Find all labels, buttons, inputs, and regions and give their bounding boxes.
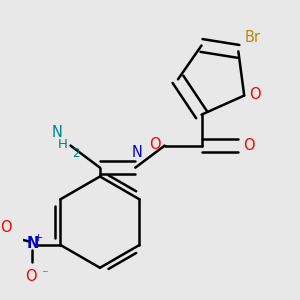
Text: ⁻: ⁻ xyxy=(41,268,47,281)
Text: O: O xyxy=(249,87,260,102)
Text: N: N xyxy=(52,125,63,140)
Text: O: O xyxy=(0,220,12,235)
Text: O: O xyxy=(243,138,254,153)
Text: 2: 2 xyxy=(72,147,80,160)
Text: N: N xyxy=(131,145,142,160)
Text: N: N xyxy=(26,236,39,251)
Text: O: O xyxy=(25,268,37,284)
Text: H: H xyxy=(58,138,68,151)
Text: +: + xyxy=(34,233,44,244)
Text: Br: Br xyxy=(244,31,260,46)
Text: O: O xyxy=(149,136,160,152)
